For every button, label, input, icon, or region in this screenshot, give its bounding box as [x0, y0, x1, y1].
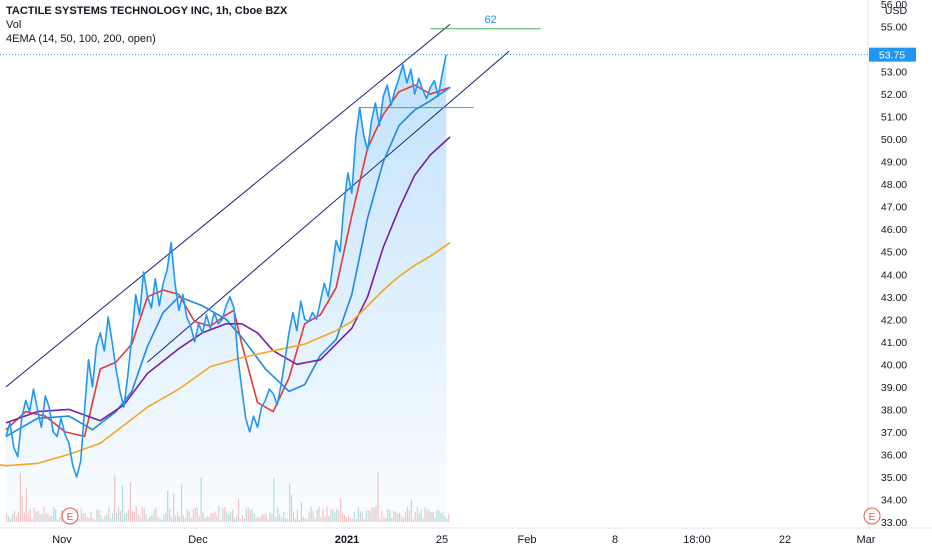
ema50-line	[5, 86, 451, 438]
price-area-fill	[6, 54, 447, 522]
x-tick-label: 18:00	[683, 534, 711, 546]
last-price-tag	[869, 47, 916, 62]
x-tick-label: Dec	[188, 534, 208, 546]
earnings-marker	[61, 507, 79, 525]
volume-indicator-label[interactable]: Vol	[6, 19, 22, 31]
y-tick-label: 35.00	[881, 472, 907, 484]
volume-bar	[448, 514, 450, 522]
y-tick-label: 43.00	[881, 292, 907, 304]
ema100-line	[5, 136, 451, 424]
ema-indicator-label[interactable]: 4EMA (14, 50, 100, 200, open)	[6, 33, 156, 45]
chart-legend: TACTILE SYSTEMS TECHNOLOGY INC, 1h, Cboe…	[6, 4, 287, 46]
last-price-value: 53.75	[879, 50, 905, 62]
y-tick-label: 41.00	[881, 337, 907, 349]
x-tick-label: Mar	[857, 534, 876, 546]
y-tick-label: 39.00	[881, 382, 907, 394]
y-tick-label: 52.00	[881, 89, 907, 101]
ema200-line	[0, 242, 451, 467]
y-tick-label: 42.00	[881, 314, 907, 326]
price-line	[5, 54, 447, 478]
y-tick-label: 45.00	[881, 247, 907, 259]
x-tick-label: Nov	[52, 534, 72, 546]
y-tick-label: 38.00	[881, 404, 907, 416]
x-tick-label: 22	[779, 534, 791, 546]
y-tick-label: 36.00	[881, 449, 907, 461]
y-tick-label: 34.00	[881, 494, 907, 506]
symbol-title[interactable]: TACTILE SYSTEMS TECHNOLOGY INC, 1h, Cboe…	[6, 5, 288, 17]
y-tick-label: 47.00	[881, 202, 907, 214]
y-tick-label: 56.00	[881, 0, 907, 11]
y-tick-label: 46.00	[881, 224, 907, 236]
x-tick-label: 2021	[335, 534, 359, 546]
earnings-marker	[863, 507, 881, 525]
level-annotation-label: 62	[484, 14, 496, 26]
earnings-marker-label: E	[869, 512, 876, 523]
channel-lower-line	[147, 50, 510, 363]
channel-upper-line	[5, 23, 451, 388]
x-tick-label: 8	[612, 534, 618, 546]
y-tick-label: 49.00	[881, 157, 907, 169]
x-tick-label: 25	[436, 534, 448, 546]
y-tick-label: 40.00	[881, 359, 907, 371]
currency-label: USD	[885, 5, 908, 17]
y-tick-label: 50.00	[881, 134, 907, 146]
earnings-marker-label: E	[67, 512, 74, 523]
y-tick-label: 55.00	[881, 22, 907, 34]
y-tick-label: 37.00	[881, 427, 907, 439]
y-tick-label: 51.00	[881, 112, 907, 124]
volume-bar	[446, 518, 448, 522]
x-tick-label: Feb	[518, 534, 537, 546]
y-tick-label: 33.00	[881, 517, 907, 529]
y-tick-label: 48.00	[881, 179, 907, 191]
y-tick-label: 53.00	[881, 67, 907, 79]
y-tick-label: 44.00	[881, 269, 907, 281]
